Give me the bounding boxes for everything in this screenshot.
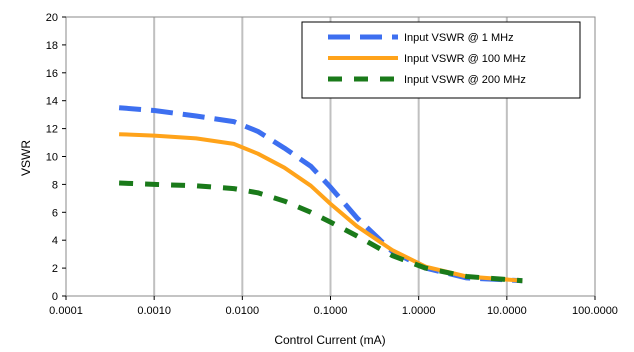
x-tick-label: 1.0000: [402, 305, 436, 317]
x-tick-label: 100.0000: [572, 305, 618, 317]
y-tick-label: 6: [52, 207, 58, 219]
y-tick-label: 16: [46, 68, 58, 80]
y-tick-label: 10: [46, 152, 58, 164]
y-tick-label: 18: [46, 40, 58, 52]
legend-label-2: Input VSWR @ 100 MHz: [404, 53, 526, 65]
x-tick-label: 0.0001: [49, 305, 83, 317]
series-line-2: [119, 132, 523, 283]
x-tick-label: 10.0000: [487, 305, 527, 317]
legend-entries: Input VSWR @ 1 MHz Input VSWR @ 100 MHz In…: [328, 32, 526, 86]
y-tick-label: 8: [52, 179, 58, 191]
y-tick-label: 20: [46, 12, 58, 24]
y-tick-label: 0: [52, 291, 58, 303]
y-axis-title: VSWR: [19, 140, 33, 176]
y-tick-label: 14: [46, 96, 58, 108]
legend: Input VSWR @ 1 MHz Input VSWR @ 100 MHz In…: [301, 21, 581, 99]
x-tick-label: 0.0100: [226, 305, 260, 317]
y-tick-label: 2: [52, 263, 58, 275]
y-tick-label: 12: [46, 124, 58, 136]
legend-label-3: Input VSWR @ 200 MHz: [404, 74, 526, 86]
series-lines: [118, 105, 523, 284]
y-tick-label: 4: [52, 235, 58, 247]
x-axis-title: Control Current (mA): [274, 333, 385, 347]
y-axis-ticks: 0 2 4 6 8 10 12 14 16 18 20: [46, 12, 66, 303]
x-axis-ticks: 0.0001 0.0010 0.0100 0.1000 1.0000 10.0000 100…: [49, 296, 618, 317]
series-line-3: [119, 180, 523, 284]
x-tick-label: 0.0010: [137, 305, 171, 317]
x-tick-label: 0.1000: [314, 305, 348, 317]
legend-label-1: Input VSWR @ 1 MHz: [404, 32, 514, 44]
